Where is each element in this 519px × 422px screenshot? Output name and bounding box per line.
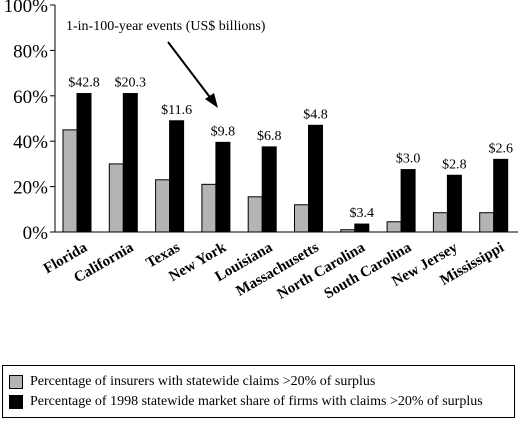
data-label: $9.8 — [211, 124, 236, 139]
y-tick-label: 40% — [13, 132, 48, 153]
y-tick-label: 60% — [13, 87, 48, 108]
data-label: $20.3 — [115, 76, 147, 91]
data-label: $11.6 — [161, 103, 192, 118]
data-label: $3.0 — [396, 152, 421, 167]
bar-insurers — [386, 221, 402, 233]
bar-insurers — [201, 183, 217, 233]
data-label: $42.8 — [68, 76, 100, 91]
data-label: $6.8 — [257, 129, 282, 144]
legend-swatch-market-share — [9, 395, 23, 409]
bar-market-share — [400, 169, 416, 233]
bar-market-share — [261, 146, 277, 233]
bar-market-share — [354, 223, 370, 233]
bar-market-share — [308, 124, 323, 233]
bar-insurers — [432, 212, 448, 233]
data-label: $4.8 — [303, 107, 328, 122]
chart-bars — [62, 93, 509, 233]
bar-market-share — [76, 93, 92, 233]
bar-chart: 0% 20% 40% 60% 80% 100% $42.8 $20.3 $11.6 $9.8 $6… — [4, 0, 518, 303]
annotation-arrow-line — [167, 41, 213, 101]
bar-market-share — [493, 158, 509, 233]
bar-insurers — [294, 204, 309, 233]
bar-insurers — [340, 229, 356, 233]
y-tick-label: 80% — [13, 41, 48, 62]
bar-insurers — [108, 163, 124, 233]
legend-swatch-insurers — [9, 375, 23, 389]
bar-market-share — [122, 93, 138, 233]
legend: Percentage of insurers with statewide cl… — [2, 365, 515, 418]
annotation-text: 1-in-100-year events (US$ billions) — [66, 19, 266, 34]
annotation-group: 1-in-100-year events (US$ billions) — [66, 19, 266, 108]
data-label: $2.8 — [442, 157, 467, 172]
legend-item-market-share: Percentage of 1998 statewide market shar… — [9, 392, 483, 412]
bar-insurers — [479, 212, 495, 233]
legend-item-insurers: Percentage of insurers with statewide cl… — [9, 372, 375, 392]
y-tick-label: 0% — [23, 223, 49, 244]
annotation-arrow-head — [205, 93, 218, 108]
data-label: $3.4 — [350, 206, 375, 221]
bar-insurers — [247, 196, 263, 233]
bar-market-share — [169, 120, 185, 233]
bar-insurers — [155, 179, 171, 233]
bar-insurers — [62, 129, 78, 233]
y-tick-label: 100% — [4, 0, 49, 17]
legend-label-insurers: Percentage of insurers with statewide cl… — [30, 374, 376, 389]
bar-market-share — [446, 174, 462, 233]
chart-labels: $42.8 $20.3 $11.6 $9.8 $6.8 $4.8 $3.4 $3.0 $2.8 $… — [68, 76, 513, 222]
legend-label-market-share: Percentage of 1998 statewide market shar… — [30, 394, 483, 409]
data-label: $2.6 — [488, 141, 513, 156]
bar-market-share — [215, 141, 231, 233]
y-tick-label: 20% — [13, 178, 48, 199]
